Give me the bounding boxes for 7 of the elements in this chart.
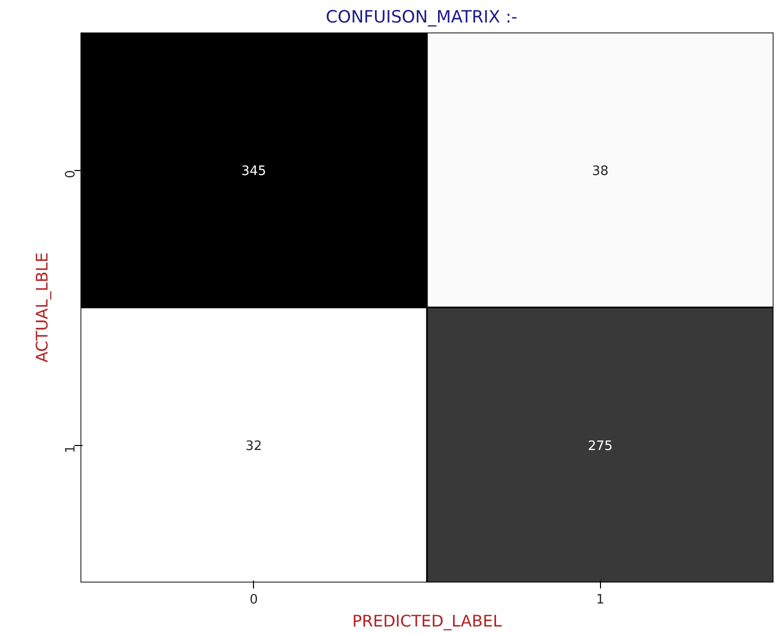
- x-axis-title: PREDICTED_LABEL: [352, 612, 502, 630]
- y-axis-title: ACTUAL_LBLE: [32, 252, 52, 363]
- data-label: 345: [241, 164, 266, 179]
- data-label: 32: [245, 439, 262, 454]
- chart-title: CONFUISON_MATRIX :-: [326, 8, 518, 28]
- data-label: 38: [592, 164, 609, 179]
- data-label: 275: [588, 439, 613, 454]
